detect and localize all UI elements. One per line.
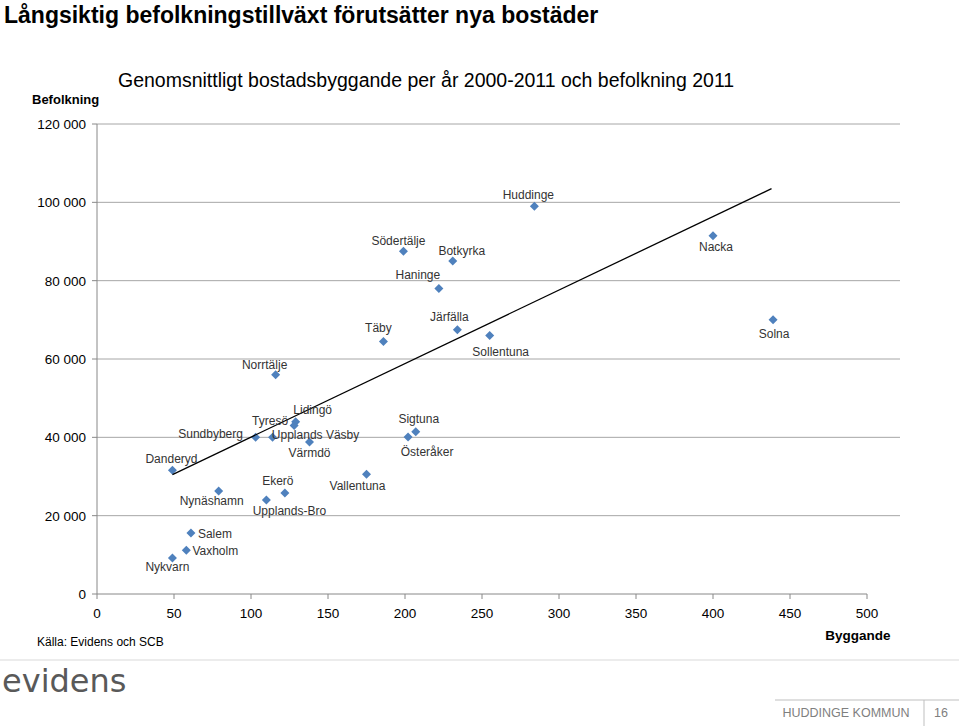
data-point — [453, 325, 462, 334]
y-tick-label: 120 000 — [37, 117, 86, 132]
data-point — [280, 488, 289, 497]
x-tick-label: 200 — [394, 606, 417, 621]
grid-line — [97, 124, 900, 125]
chart: Långsiktig befolkningstillväxt förutsätt… — [0, 0, 959, 726]
data-point — [485, 331, 494, 340]
page-number: 16 — [934, 706, 948, 720]
x-tick — [174, 594, 175, 599]
point-label: Värmdö — [289, 446, 331, 460]
separator — [0, 660, 959, 661]
x-tick — [97, 594, 98, 599]
source: Källa: Evidens och SCB — [37, 635, 164, 649]
grid-line — [97, 202, 900, 203]
x-tick-label: 50 — [166, 606, 181, 621]
x-tick — [867, 594, 868, 599]
point-label: Järfälla — [430, 310, 469, 324]
x-tick — [559, 594, 560, 599]
x-tick-label: 0 — [93, 606, 101, 621]
y-tick — [92, 280, 97, 281]
point-label: Vallentuna — [330, 479, 386, 493]
x-tick-label: 350 — [625, 606, 648, 621]
x-tick-label: 500 — [856, 606, 879, 621]
x-tick-label: 100 — [240, 606, 263, 621]
point-label: Norrtälje — [242, 358, 288, 372]
x-tick-label: 150 — [317, 606, 340, 621]
data-point — [404, 432, 413, 441]
data-point — [186, 528, 195, 537]
x-tick — [713, 594, 714, 599]
point-label: Danderyd — [145, 452, 197, 466]
point-label: Vaxholm — [192, 544, 238, 558]
y-tick-label: 80 000 — [45, 274, 86, 289]
x-tick-label: 300 — [548, 606, 571, 621]
grid-line — [97, 280, 900, 281]
point-labels: Huddinge Södertälje Botkyrka Nacka Haninge Tä… — [145, 188, 789, 574]
x-axis-label: Byggande — [825, 628, 891, 643]
x-tick-label: 450 — [779, 606, 802, 621]
point-label: Täby — [365, 321, 392, 335]
point-label: Nacka — [699, 240, 733, 254]
data-point — [182, 546, 191, 555]
trend-line — [172, 189, 771, 475]
x-tick — [405, 594, 406, 599]
x-tick — [251, 594, 252, 599]
grid-line — [97, 359, 900, 360]
plot-area — [168, 189, 778, 563]
footer-divider — [924, 700, 925, 726]
point-label: Sundbyberg — [178, 427, 243, 441]
y-tick — [92, 202, 97, 203]
subtitle: Genomsnittligt bostadsbyggande per år 20… — [118, 69, 734, 91]
point-label: Lidingö — [293, 403, 332, 417]
point-label: Solna — [759, 327, 790, 341]
y-tick — [92, 359, 97, 360]
x-tick — [482, 594, 483, 599]
data-point — [434, 284, 443, 293]
data-point — [379, 337, 388, 346]
point-label: Sollentuna — [472, 345, 529, 359]
y-axis — [97, 124, 98, 594]
y-tick-label: 20 000 — [45, 509, 86, 524]
grid-line — [97, 515, 900, 516]
y-tick-label: 100 000 — [37, 195, 86, 210]
x-tick-label: 400 — [702, 606, 725, 621]
y-tick — [92, 437, 97, 438]
point-label: Nykvarn — [145, 560, 189, 574]
point-label: Upplands Väsby — [272, 428, 359, 442]
point-label: Upplands-Bro — [253, 504, 327, 518]
title: Långsiktig befolkningstillväxt förutsätt… — [4, 2, 598, 28]
point-label: Salem — [198, 527, 232, 541]
y-tick-label: 60 000 — [45, 352, 86, 367]
y-tick-label: 0 — [78, 587, 86, 602]
data-point — [530, 202, 539, 211]
point-label: Tyresö — [252, 414, 288, 428]
data-point — [769, 315, 778, 324]
point-label: Nynäshamn — [180, 494, 244, 508]
y-tick — [92, 515, 97, 516]
logo: evidens — [2, 662, 126, 700]
point-label: Huddinge — [503, 188, 555, 202]
data-point — [362, 470, 371, 479]
y-tick — [92, 124, 97, 125]
x-tick — [790, 594, 791, 599]
y-tick — [92, 594, 97, 595]
x-tick — [636, 594, 637, 599]
y-axis-label: Befolkning — [32, 92, 99, 107]
data-point — [411, 427, 420, 436]
point-label: Haninge — [396, 268, 441, 282]
footer-rule — [775, 700, 959, 701]
point-label: Södertälje — [371, 234, 425, 248]
footer: HUDDINGE KOMMUN — [782, 706, 909, 720]
point-label: Botkyrka — [438, 244, 485, 258]
point-label: Österåker — [401, 445, 454, 459]
point-label: Sigtuna — [398, 412, 439, 426]
y-tick-label: 40 000 — [45, 430, 86, 445]
x-tick — [328, 594, 329, 599]
x-tick-label: 250 — [471, 606, 494, 621]
point-label: Ekerö — [262, 474, 294, 488]
